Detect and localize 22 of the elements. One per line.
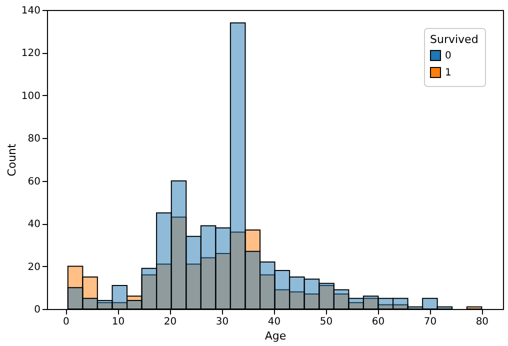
y-tick-label: 20 — [28, 262, 40, 273]
y-tick-label: 100 — [21, 90, 40, 102]
y-tick-label: 80 — [28, 134, 40, 145]
y-tick-label: 120 — [21, 48, 40, 60]
x-tick-label: 10 — [112, 316, 125, 328]
legend-title: Survived — [430, 33, 478, 46]
y-tick-label: 140 — [21, 6, 40, 16]
legend-label: 1 — [445, 68, 452, 78]
y-tick-label: 40 — [28, 219, 40, 230]
x-tick-label: 0 — [63, 316, 70, 328]
x-tick-label: 80 — [476, 316, 489, 328]
x-tick-label: 60 — [372, 316, 385, 328]
x-tick-label: 40 — [268, 316, 281, 328]
x-tick-label: 30 — [216, 316, 229, 328]
y-tick-label: 0 — [34, 304, 40, 316]
y-tick-label: 60 — [28, 176, 40, 188]
x-tick-label: 70 — [424, 316, 437, 328]
y-axis-title: Count — [5, 142, 18, 176]
x-tick-label: 20 — [164, 316, 177, 328]
x-tick-label: 50 — [320, 316, 333, 328]
legend-label: 0 — [445, 50, 452, 62]
x-axis-title: Age — [264, 330, 286, 342]
